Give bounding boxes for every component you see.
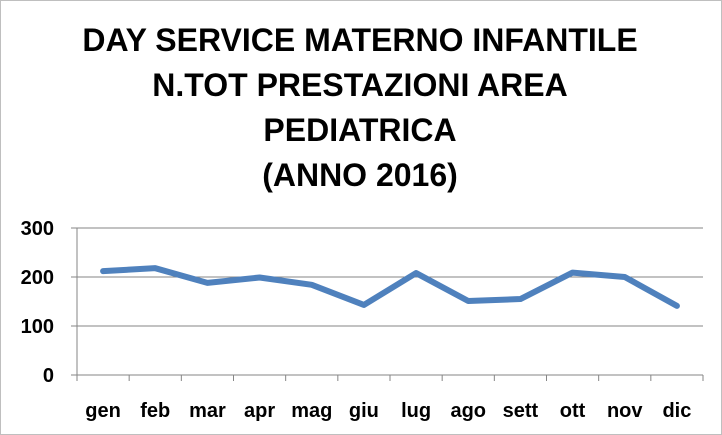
chart-title-line-4: (ANNO 2016) bbox=[262, 157, 458, 193]
x-tick-label: sett bbox=[503, 400, 539, 422]
data-point bbox=[415, 272, 417, 274]
data-point bbox=[572, 272, 574, 274]
x-tick-label: giu bbox=[349, 400, 379, 422]
chart-title-line-2: N.TOT PRESTAZIONI AREA bbox=[152, 67, 568, 103]
chart-title-line-3: PEDIATRICA bbox=[263, 112, 457, 148]
x-tick-label: nov bbox=[607, 400, 643, 422]
x-tick-label: gen bbox=[85, 400, 121, 422]
data-point bbox=[676, 305, 678, 307]
x-tick-label: feb bbox=[140, 400, 170, 422]
x-tick-label: mag bbox=[291, 400, 332, 422]
x-tick-label: dic bbox=[662, 400, 691, 422]
y-tick-label: 0 bbox=[43, 365, 54, 387]
data-point bbox=[311, 284, 313, 286]
data-point bbox=[363, 304, 365, 306]
data-point bbox=[467, 300, 469, 302]
y-tick-label: 200 bbox=[21, 267, 54, 289]
series-line bbox=[100, 265, 680, 309]
data-point bbox=[259, 276, 261, 278]
data-point bbox=[154, 267, 156, 269]
data-point bbox=[624, 276, 626, 278]
data-point bbox=[206, 282, 208, 284]
data-point bbox=[519, 298, 521, 300]
chart-title-line-1: DAY SERVICE MATERNO INFANTILE bbox=[82, 22, 638, 58]
y-tick-label: 300 bbox=[21, 218, 54, 240]
x-tick-label: lug bbox=[401, 400, 431, 422]
x-tick-label: mar bbox=[189, 400, 226, 422]
data-point bbox=[102, 270, 104, 272]
x-tick-label: apr bbox=[244, 400, 275, 422]
x-tick-label: ott bbox=[560, 400, 586, 422]
x-tick-label: ago bbox=[450, 400, 486, 422]
y-tick-label: 100 bbox=[21, 316, 54, 338]
chart-title: DAY SERVICE MATERNO INFANTILE N.TOT PRES… bbox=[20, 18, 700, 198]
